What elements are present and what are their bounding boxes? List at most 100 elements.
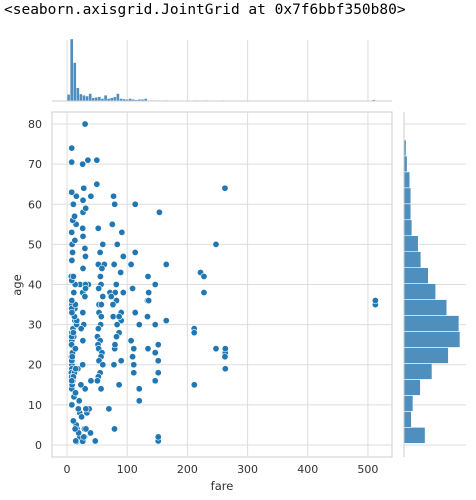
- scatter-point: [221, 353, 229, 361]
- scatter-point: [200, 272, 208, 280]
- top-histogram-bar: [94, 97, 99, 102]
- top-histogram-bar: [88, 93, 92, 102]
- scatter-point: [145, 297, 153, 305]
- scatter-point: [81, 244, 89, 252]
- scatter-point: [111, 341, 119, 349]
- scatter-point: [91, 437, 99, 445]
- scatter-point: [151, 280, 159, 288]
- scatter-point: [127, 337, 135, 345]
- scatter-point: [71, 345, 79, 353]
- scatter-point: [93, 156, 101, 164]
- scatter-point: [190, 329, 198, 337]
- scatter-point: [131, 248, 139, 256]
- scatter-point: [115, 381, 123, 389]
- scatter-point: [84, 156, 92, 164]
- scatter-point: [109, 301, 117, 309]
- scatter-point: [99, 240, 107, 248]
- scatter-point: [69, 417, 77, 425]
- scatter-point: [81, 120, 89, 128]
- x-axis-label: fare: [211, 479, 234, 493]
- right-histogram-bar: [403, 203, 412, 221]
- scatter-point: [68, 297, 76, 305]
- right-histogram-bar: [403, 395, 414, 412]
- scatter-point: [97, 313, 105, 321]
- scatter-point: [68, 377, 76, 385]
- scatter-point: [162, 260, 170, 268]
- scatter-point: [130, 361, 138, 369]
- top-histogram-bar: [113, 96, 117, 102]
- scatter-point: [151, 321, 159, 329]
- scatter-point: [109, 313, 117, 321]
- scatter-point: [154, 369, 162, 377]
- scatter-point: [71, 425, 79, 433]
- y-tick-label: 0: [35, 439, 42, 452]
- scatter-point: [154, 433, 162, 441]
- scatter-point: [72, 389, 80, 397]
- scatter-point: [80, 184, 88, 192]
- y-tick-label: 20: [28, 359, 42, 372]
- scatter-point: [112, 333, 120, 341]
- scatter-point: [110, 425, 118, 433]
- scatter-point: [110, 192, 118, 200]
- scatter-point: [68, 256, 76, 264]
- scatter-point: [72, 192, 80, 200]
- y-tick-label: 70: [28, 158, 42, 171]
- scatter-point: [200, 289, 208, 297]
- scatter-point: [154, 341, 162, 349]
- scatter-point: [82, 425, 90, 433]
- scatter-point: [119, 289, 127, 297]
- top-histogram-bar: [69, 38, 74, 102]
- scatter-point: [135, 385, 143, 393]
- right-histogram-bar: [403, 251, 422, 268]
- right-histogram-bar: [403, 171, 411, 189]
- scatter-point: [107, 293, 115, 301]
- right-histogram-bar: [403, 187, 412, 205]
- top-histogram-bar: [76, 87, 80, 102]
- scatter-point: [77, 325, 85, 333]
- scatter-point: [130, 345, 138, 353]
- scatter-point: [151, 377, 159, 385]
- scatter-point: [75, 397, 83, 405]
- top-histogram-bar: [116, 93, 120, 102]
- top-histogram-bar: [79, 93, 83, 102]
- scatter-point: [70, 289, 78, 297]
- scatter-point: [99, 361, 107, 369]
- scatter-point: [117, 357, 125, 365]
- scatter-point: [127, 260, 135, 268]
- scatter-point: [151, 349, 159, 357]
- scatter-point: [79, 196, 87, 204]
- scatter-point: [74, 405, 82, 413]
- right-histogram-bar: [403, 299, 448, 316]
- scatter-point: [68, 401, 76, 409]
- scatter-point: [94, 224, 102, 232]
- scatter-point: [69, 248, 77, 256]
- y-axis-label: age: [10, 274, 24, 295]
- right-histogram-bar: [403, 379, 421, 396]
- scatter-point: [131, 200, 139, 208]
- scatter-point: [95, 285, 103, 293]
- y-tick-label: 30: [28, 319, 42, 332]
- scatter-point: [72, 365, 80, 373]
- x-tick-label: 0: [64, 463, 71, 476]
- scatter-point: [117, 268, 125, 276]
- scatter-point: [145, 289, 153, 297]
- x-tick-label: 400: [297, 463, 318, 476]
- scatter-point: [105, 405, 113, 413]
- scatter-point: [96, 248, 104, 256]
- scatter-point: [221, 345, 229, 353]
- scatter-point: [93, 180, 101, 188]
- right-marginal-histogram: [403, 123, 461, 444]
- scatter-point: [71, 236, 79, 244]
- scatter-point: [79, 160, 87, 168]
- scatter-point: [79, 232, 87, 240]
- top-histogram-bar: [73, 62, 77, 102]
- scatter-point: [72, 437, 80, 445]
- scatter-point: [221, 184, 229, 192]
- scatter-point: [190, 381, 198, 389]
- scatter-point: [69, 329, 77, 337]
- scatter-point: [82, 285, 90, 293]
- scatter-point: [77, 381, 85, 389]
- scatter-points: [67, 120, 379, 446]
- scatter-point: [129, 353, 137, 361]
